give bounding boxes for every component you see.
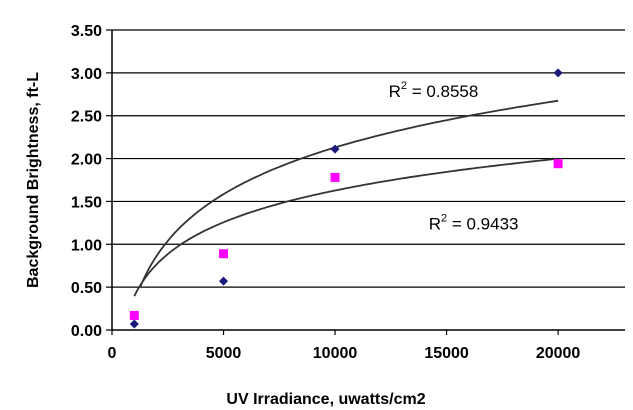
point-diamond-3 [330, 144, 340, 154]
y-tick-label-5: 2.50 [71, 109, 102, 126]
point-square-2 [219, 249, 229, 259]
point-diamond-2 [219, 276, 229, 286]
axes [106, 29, 625, 335]
y-axis-title: Background Brightness, ft-L [25, 72, 42, 288]
x-tick-label-1: 5000 [206, 345, 242, 362]
x-tick-labels: 0 5000 10000 15000 20000 [108, 345, 581, 362]
y-tick-label-0: 0.00 [71, 323, 102, 340]
trendline-series-2 [133, 157, 559, 297]
x-axis-title: UV Irradiance, uwatts/cm2 [226, 391, 425, 408]
y-tick-label-6: 3.00 [71, 66, 102, 83]
y-tick-labels: 0.00 0.50 1.00 1.50 2.00 2.50 3.00 3.50 [71, 23, 102, 340]
r-squared-label-2: R2 = 0.9433 [429, 213, 519, 234]
trendlines [133, 99, 559, 297]
r-squared-label-1: R2 = 0.8558 [389, 80, 479, 101]
y-tick-label-2: 1.00 [71, 237, 102, 254]
y-tick-label-1: 0.50 [71, 280, 102, 297]
y-tick-label-4: 2.00 [71, 152, 102, 169]
data-points [129, 68, 563, 329]
x-tick-label-4: 20000 [536, 345, 581, 362]
grid-lines [112, 29, 625, 288]
point-square-4 [553, 159, 563, 169]
point-diamond-4 [553, 68, 563, 78]
x-tick-label-0: 0 [108, 345, 117, 362]
trendline-series-1 [139, 99, 559, 288]
x-tick-label-2: 10000 [313, 345, 358, 362]
y-tick-label-3: 1.50 [71, 194, 102, 211]
x-tick-label-3: 15000 [424, 345, 469, 362]
point-square-1 [129, 310, 139, 320]
r-squared-annotations: R2 = 0.8558 R2 = 0.9433 [389, 80, 519, 234]
point-square-3 [330, 172, 340, 182]
y-tick-label-7: 3.50 [71, 23, 102, 40]
point-diamond-1 [129, 319, 139, 329]
